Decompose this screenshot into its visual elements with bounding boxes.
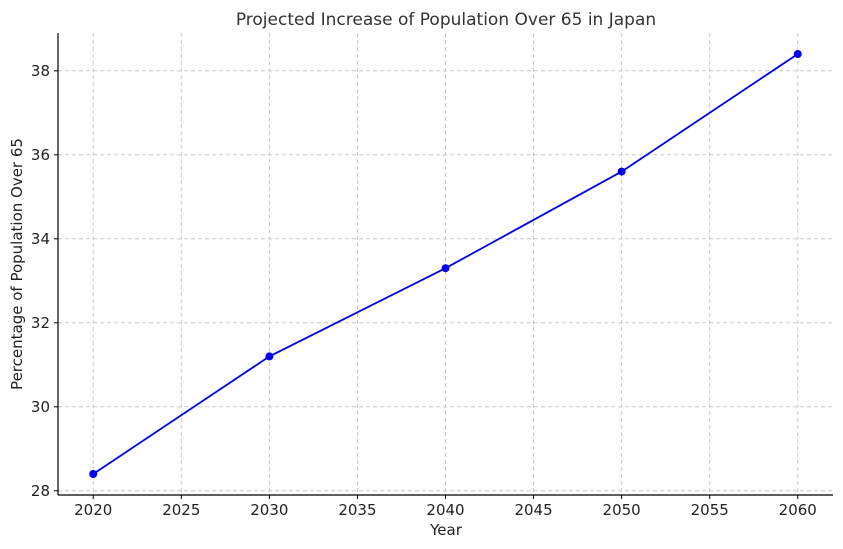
y-tick-label: 28 (31, 482, 50, 500)
x-tick-label: 2045 (514, 501, 552, 519)
x-tick-label: 2030 (250, 501, 288, 519)
series-group (89, 50, 802, 478)
x-tick-label: 2025 (162, 501, 200, 519)
x-tick-label: 2035 (338, 501, 376, 519)
y-tick-label: 34 (31, 230, 50, 248)
y-tick-label: 32 (31, 314, 50, 332)
y-tick-label: 30 (31, 398, 50, 416)
y-tick-label: 36 (31, 146, 50, 164)
grid (58, 33, 833, 495)
data-point (793, 50, 802, 58)
x-tick-label: 2060 (779, 501, 817, 519)
x-tick-label: 2020 (74, 501, 112, 519)
x-axis-label: Year (429, 521, 463, 539)
y-tick-label: 38 (31, 62, 50, 80)
data-point (617, 167, 626, 176)
data-point (265, 352, 274, 361)
chart-title: Projected Increase of Population Over 65… (236, 10, 656, 30)
data-point (441, 264, 450, 273)
x-tick-label: 2055 (691, 501, 729, 519)
x-tick-label: 2040 (426, 501, 464, 519)
x-axis: 2020 2025 2030 2035 2040 2045 2050 2055 2060 (74, 495, 817, 519)
y-axis: 28 30 32 34 36 38 (31, 62, 58, 500)
y-axis-label: Percentage of Population Over 65 (8, 138, 26, 390)
data-point (89, 470, 98, 478)
x-tick-label: 2050 (603, 501, 641, 519)
